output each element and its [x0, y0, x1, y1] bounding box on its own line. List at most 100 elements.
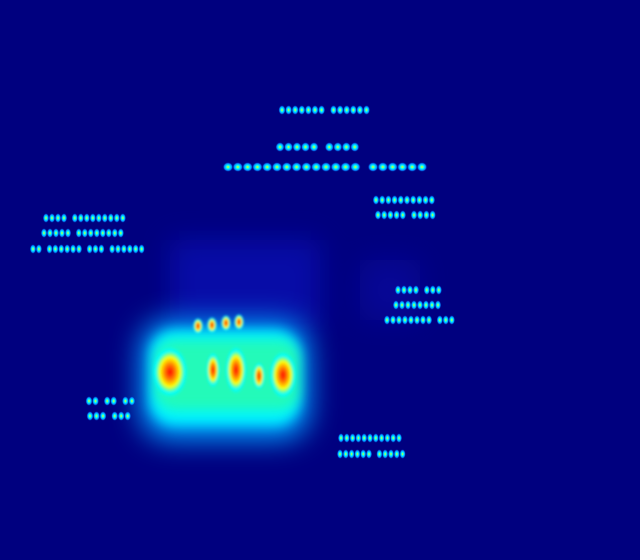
token-dot [416, 210, 424, 220]
token-dot [107, 213, 115, 223]
token-dot [232, 162, 244, 172]
token-dot [317, 105, 326, 115]
token-dot [350, 142, 360, 152]
token-dot [442, 315, 450, 325]
token-dot [340, 162, 351, 172]
hot-spot-4 [269, 351, 297, 399]
token-row-1 [275, 142, 360, 152]
token-dot [83, 213, 91, 223]
token-dot [300, 142, 311, 152]
token-dot [111, 411, 119, 421]
token-dot [394, 285, 402, 295]
token-dot [333, 142, 343, 152]
token-dot [349, 433, 356, 443]
token-dot [60, 213, 68, 223]
token-dot [99, 411, 107, 421]
token-dot [390, 433, 397, 443]
token-dot [422, 300, 430, 310]
token-dot [242, 162, 253, 172]
token-dot [54, 213, 62, 223]
token-dot [301, 162, 312, 172]
token-dot [406, 162, 418, 172]
token-dot [409, 195, 417, 205]
token-dot [376, 449, 383, 459]
token-dot [386, 210, 394, 220]
token-dot [92, 411, 101, 421]
token-dot [378, 195, 386, 205]
token-dot [392, 300, 400, 310]
token-dot [222, 162, 234, 172]
token-dot [337, 433, 345, 443]
token-dot [114, 244, 122, 254]
token-dot [336, 449, 344, 459]
token-dot [330, 162, 342, 172]
token-row-0 [278, 105, 371, 115]
token-dot [374, 210, 382, 220]
token-dot [397, 162, 408, 172]
hot-spot-6 [207, 317, 217, 333]
token-dot [75, 228, 83, 238]
token-dot [46, 244, 53, 254]
token-dot [278, 105, 286, 115]
token-dot [29, 244, 37, 254]
token-dot [311, 105, 319, 115]
token-dot [98, 244, 105, 254]
token-dot [110, 396, 118, 406]
token-dot [85, 396, 93, 406]
token-dot [324, 142, 334, 152]
token-dot [400, 285, 408, 295]
token-dot [350, 162, 361, 172]
token-dot [412, 285, 420, 295]
token-dot [46, 228, 54, 238]
token-dot [429, 210, 437, 220]
token-dot [410, 300, 418, 310]
token-dot [329, 105, 338, 115]
token-dot [391, 195, 399, 205]
token-dot [404, 300, 412, 310]
token-dot [101, 213, 109, 223]
token-dot [406, 285, 414, 295]
hot-spot-2 [225, 346, 247, 394]
token-dot [58, 244, 65, 254]
token-dot [425, 315, 433, 325]
token-dot [360, 449, 367, 459]
token-dot [298, 105, 306, 115]
token-dot [365, 449, 373, 459]
token-dot [89, 213, 97, 223]
token-dot [434, 300, 442, 310]
token-dot [309, 142, 319, 152]
token-dot [372, 195, 380, 205]
token-row-9 [392, 300, 442, 310]
token-dot [42, 213, 50, 223]
token-dot [86, 411, 94, 421]
token-dot [132, 244, 139, 254]
token-dot [429, 285, 437, 295]
token-dot [397, 195, 405, 205]
token-dot [378, 433, 385, 443]
hot-spot-0 [152, 346, 188, 398]
token-dot [380, 210, 388, 220]
token-dot [113, 213, 121, 223]
token-row-11 [85, 396, 136, 406]
token-dot [436, 315, 444, 325]
token-dot [349, 105, 357, 115]
hot-spot-7 [221, 315, 231, 331]
hot-spots [152, 314, 297, 399]
token-dot [342, 449, 349, 459]
token-dot [383, 315, 391, 325]
token-dot [284, 105, 293, 115]
token-dot [366, 433, 374, 443]
token-dot [99, 228, 107, 238]
token-dot [348, 449, 355, 459]
token-dot [428, 300, 436, 310]
token-dot [343, 433, 350, 443]
token-dot [111, 228, 119, 238]
token-dot [361, 433, 368, 443]
token-row-8 [394, 285, 443, 295]
token-dot [343, 105, 351, 115]
token-dot [40, 228, 48, 238]
token-dot [382, 449, 389, 459]
token-dot [86, 244, 93, 254]
token-dot [103, 396, 111, 406]
token-dot [75, 244, 83, 254]
